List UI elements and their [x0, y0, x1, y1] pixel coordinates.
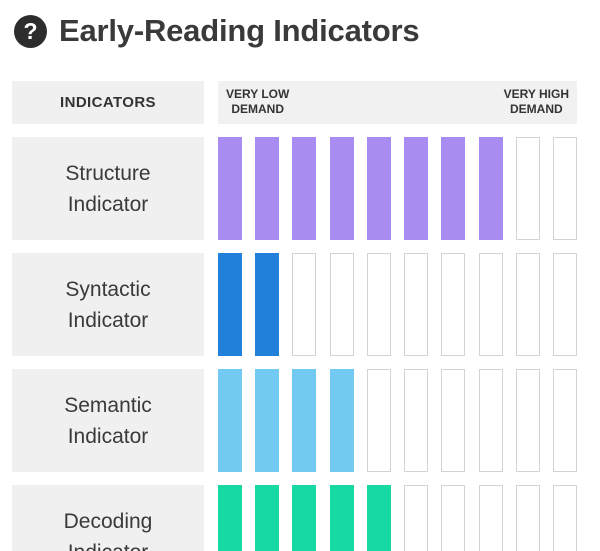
demand-bar-track	[218, 137, 577, 240]
demand-segment-filled	[255, 253, 280, 356]
indicator-label: Structure Indicator	[12, 137, 204, 240]
demand-segment-filled	[218, 137, 242, 240]
indicator-label: Syntactic Indicator	[12, 253, 204, 356]
indicator-label: Decoding Indicator	[12, 485, 204, 551]
demand-segment-empty	[441, 253, 466, 356]
demand-segment-filled	[441, 137, 466, 240]
demand-segment-filled	[218, 253, 242, 356]
demand-segment-empty	[552, 253, 577, 356]
panel-header: ? Early-Reading Indicators	[14, 13, 420, 49]
demand-segment-empty	[441, 369, 466, 472]
page-title: Early-Reading Indicators	[59, 13, 420, 48]
demand-bar-track	[218, 369, 577, 472]
indicator-label-line: Indicator	[67, 308, 149, 332]
indicator-row: Structure Indicator	[0, 137, 600, 240]
demand-segment-empty	[515, 137, 540, 240]
indicator-label-line: Decoding	[63, 509, 153, 533]
demand-bar-track	[218, 485, 577, 551]
demand-segment-filled	[255, 137, 280, 240]
demand-segment-empty	[515, 253, 540, 356]
very-low-demand-line1: VERY LOW	[226, 87, 290, 101]
indicator-row: Decoding Indicator	[0, 485, 600, 551]
demand-segment-filled	[329, 485, 354, 551]
demand-segment-filled	[292, 137, 317, 240]
very-high-demand-line2: DEMAND	[509, 102, 563, 116]
indicator-label-line: Syntactic	[65, 277, 151, 301]
demand-segment-filled	[255, 485, 280, 551]
demand-segment-empty	[478, 369, 503, 472]
demand-segment-empty	[552, 369, 577, 472]
demand-segment-filled	[404, 137, 429, 240]
indicator-label-line: Indicator	[67, 424, 149, 448]
indicators-column-header: INDICATORS	[12, 81, 204, 124]
indicator-row: Syntactic Indicator	[0, 253, 600, 356]
demand-segment-empty	[515, 485, 540, 551]
demand-segment-filled	[292, 485, 317, 551]
demand-segment-filled	[366, 137, 391, 240]
demand-segment-filled	[329, 137, 354, 240]
demand-segment-filled	[478, 137, 503, 240]
indicator-label: Semantic Indicator	[12, 369, 204, 472]
demand-segment-filled	[255, 369, 280, 472]
demand-segment-filled	[218, 485, 242, 551]
indicator-label-line: Indicator	[68, 537, 149, 551]
demand-segment-filled	[218, 369, 242, 472]
demand-segment-empty	[292, 253, 317, 356]
demand-segment-filled	[329, 369, 354, 472]
demand-segment-empty	[366, 253, 391, 356]
demand-segment-empty	[404, 369, 429, 472]
demand-scale-header: VERY LOW DEMAND VERY HIGH DEMAND	[218, 81, 577, 124]
demand-bar-track	[218, 253, 577, 356]
demand-segment-empty	[404, 253, 429, 356]
demand-segment-empty	[366, 369, 391, 472]
very-high-demand-label: VERY HIGH DEMAND	[504, 87, 569, 117]
demand-segment-empty	[515, 369, 540, 472]
indicator-row: Semantic Indicator	[0, 369, 600, 472]
demand-segment-empty	[329, 253, 354, 356]
indicator-label-line: Indicator	[67, 192, 149, 216]
very-low-demand-line2: DEMAND	[231, 102, 284, 116]
indicator-label-line: Semantic	[64, 393, 152, 417]
demand-segment-empty	[478, 485, 503, 551]
demand-segment-filled	[366, 485, 391, 551]
very-low-demand-label: VERY LOW DEMAND	[226, 87, 289, 117]
indicator-label-line: Structure	[65, 161, 151, 185]
demand-segment-empty	[441, 485, 466, 551]
demand-segment-empty	[552, 485, 577, 551]
demand-segment-filled	[292, 369, 317, 472]
demand-segment-empty	[478, 253, 503, 356]
very-high-demand-line1: VERY HIGH	[503, 87, 569, 101]
question-circle-icon[interactable]: ?	[14, 14, 47, 48]
demand-segment-empty	[552, 137, 577, 240]
demand-segment-empty	[404, 485, 429, 551]
